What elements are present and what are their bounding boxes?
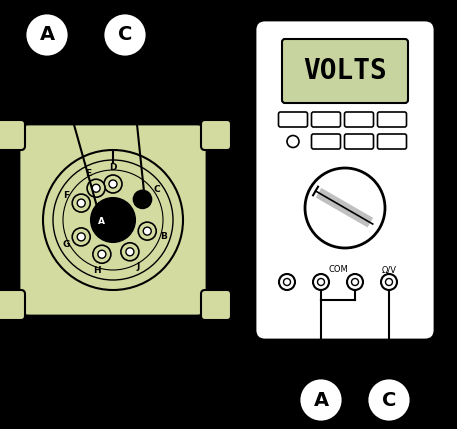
- FancyBboxPatch shape: [345, 134, 373, 149]
- FancyBboxPatch shape: [377, 134, 406, 149]
- FancyBboxPatch shape: [278, 112, 308, 127]
- Circle shape: [347, 274, 363, 290]
- FancyBboxPatch shape: [345, 112, 373, 127]
- Circle shape: [133, 190, 151, 208]
- Circle shape: [72, 194, 90, 212]
- Text: D: D: [109, 163, 117, 172]
- FancyBboxPatch shape: [282, 39, 408, 103]
- Text: C: C: [153, 185, 160, 194]
- Circle shape: [72, 228, 90, 246]
- Circle shape: [98, 250, 106, 258]
- Text: B: B: [160, 232, 167, 241]
- Circle shape: [138, 222, 156, 240]
- Circle shape: [313, 274, 329, 290]
- Circle shape: [279, 274, 295, 290]
- FancyArrowPatch shape: [316, 188, 373, 227]
- Circle shape: [318, 278, 324, 286]
- Circle shape: [25, 13, 69, 57]
- Text: VOLTS: VOLTS: [303, 57, 387, 85]
- Circle shape: [93, 245, 111, 263]
- Circle shape: [126, 248, 134, 256]
- Circle shape: [77, 199, 85, 207]
- Text: E: E: [85, 169, 91, 178]
- Circle shape: [287, 136, 299, 148]
- Text: Ω/V: Ω/V: [382, 266, 397, 275]
- Text: C: C: [382, 390, 396, 410]
- Circle shape: [305, 168, 385, 248]
- FancyBboxPatch shape: [312, 134, 340, 149]
- Circle shape: [367, 378, 411, 422]
- FancyBboxPatch shape: [0, 290, 25, 320]
- Circle shape: [43, 150, 183, 290]
- Text: H: H: [93, 266, 101, 275]
- Text: A: A: [39, 25, 54, 45]
- FancyBboxPatch shape: [312, 112, 340, 127]
- FancyBboxPatch shape: [377, 112, 406, 127]
- Circle shape: [104, 175, 122, 193]
- FancyBboxPatch shape: [255, 20, 435, 340]
- Circle shape: [299, 378, 343, 422]
- Text: J: J: [136, 262, 139, 271]
- Text: G: G: [63, 240, 70, 249]
- Circle shape: [143, 227, 151, 235]
- Text: F: F: [63, 190, 69, 199]
- Text: A: A: [97, 218, 105, 227]
- Circle shape: [87, 179, 105, 197]
- Circle shape: [121, 243, 139, 261]
- Circle shape: [381, 274, 397, 290]
- Text: COM: COM: [328, 266, 348, 275]
- Circle shape: [283, 278, 291, 286]
- FancyBboxPatch shape: [19, 124, 207, 316]
- Circle shape: [351, 278, 358, 286]
- Circle shape: [386, 278, 393, 286]
- Circle shape: [92, 184, 100, 192]
- FancyBboxPatch shape: [201, 120, 231, 150]
- Circle shape: [109, 180, 117, 188]
- Text: C: C: [118, 25, 132, 45]
- Circle shape: [77, 233, 85, 241]
- Circle shape: [103, 13, 147, 57]
- Circle shape: [91, 198, 135, 242]
- FancyBboxPatch shape: [201, 290, 231, 320]
- Text: A: A: [314, 390, 329, 410]
- FancyBboxPatch shape: [0, 120, 25, 150]
